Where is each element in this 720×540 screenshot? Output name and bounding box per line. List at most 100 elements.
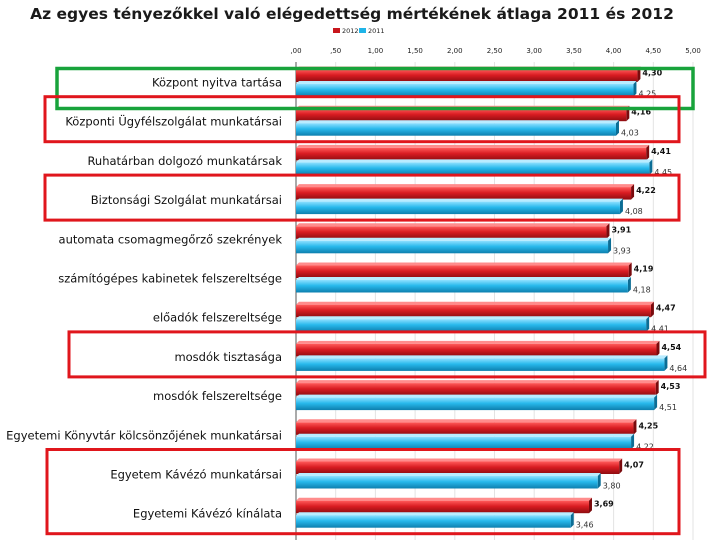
bar-front-face: [296, 500, 589, 514]
bar-front-face: [296, 147, 647, 161]
bar-top-face: [296, 458, 623, 462]
bar-side-face: [655, 380, 659, 396]
bar-front-face: [296, 226, 607, 239]
bar-side-face: [570, 512, 574, 528]
bar-front-face: [296, 358, 665, 371]
data-label-2012: 4,54: [661, 343, 681, 352]
data-label-2012: 4,30: [642, 69, 662, 78]
bar-side-face: [633, 81, 637, 97]
bar-top-face: [296, 473, 601, 476]
x-tick-label: ,00: [290, 47, 301, 55]
red-highlight-box: [45, 448, 681, 536]
bar-2011: [296, 512, 574, 528]
data-label-2011: 4,25: [638, 90, 656, 99]
bar-front-face: [296, 397, 655, 411]
bar-side-face: [646, 316, 650, 332]
bar-2011: [296, 277, 631, 293]
bar-2011: [296, 120, 619, 136]
data-label-2011: 4,64: [669, 364, 687, 373]
data-label-2011: 4,03: [621, 129, 639, 138]
legend-swatch-2012: [333, 28, 340, 33]
category-label: automata csomagmegőrző szekrények: [59, 232, 283, 246]
bar-top-face: [296, 184, 635, 188]
bar-side-face: [615, 120, 619, 136]
category-label: Egyetemi Könyvtár kölcsönzőjének munkatá…: [6, 428, 282, 442]
data-label-2011: 3,80: [603, 482, 621, 491]
chart-title: Az egyes tényezőkkel való elégedettség m…: [30, 5, 674, 23]
bar-front-face: [296, 304, 651, 318]
bar-side-face: [627, 277, 631, 293]
data-label-2011: 4,18: [633, 286, 651, 295]
bar-2011: [296, 473, 601, 489]
bar-front-face: [296, 123, 616, 136]
bars: [296, 66, 668, 528]
data-label-2012: 4,41: [651, 147, 671, 156]
bar-top-face: [296, 237, 612, 241]
data-label-2012: 4,53: [661, 382, 681, 391]
bar-2011: [296, 159, 653, 175]
bar-front-face: [296, 343, 657, 357]
bar-2011: [296, 237, 612, 254]
bar-2011: [296, 198, 623, 215]
x-tick-label: 1,50: [407, 47, 423, 55]
category-label: Egyetemi Kávézó kínálata: [133, 507, 282, 521]
bar-top-face: [296, 316, 650, 320]
bar-top-face: [296, 380, 659, 384]
bar-front-face: [296, 383, 656, 396]
bar-side-face: [619, 458, 623, 474]
bar-top-face: [296, 394, 658, 398]
category-label: Központ nyitva tartása: [152, 76, 282, 90]
data-label-2011: 4,45: [654, 168, 672, 177]
category-label: Ruhatárban dolgozó munkatársak: [87, 154, 282, 168]
x-tick-label: ,50: [330, 47, 341, 55]
bar-front-face: [296, 187, 632, 200]
data-label-2011: 4,51: [659, 403, 677, 412]
bar-front-face: [296, 422, 634, 435]
x-tick-label: 1,00: [368, 47, 384, 55]
bar-2012: [296, 144, 650, 161]
bar-top-face: [296, 198, 623, 202]
bar-2012: [296, 223, 610, 239]
bar-2011: [296, 316, 650, 332]
data-label-2011: 3,46: [576, 521, 594, 530]
bar-side-face: [588, 497, 592, 514]
category-label: Központi Ügyfélszolgálat munkatársai: [65, 113, 282, 129]
bar-side-face: [631, 184, 635, 200]
bar-side-face: [606, 223, 610, 239]
bar-side-face: [619, 198, 623, 215]
bar-2012: [296, 458, 623, 474]
bar-front-face: [296, 162, 650, 175]
data-label-2012: 4,47: [656, 304, 676, 313]
bar-front-face: [296, 436, 632, 450]
bar-2012: [296, 262, 632, 278]
bar-top-face: [296, 433, 635, 437]
category-label: mosdók felszereltsége: [153, 389, 282, 403]
bar-top-face: [296, 340, 660, 344]
data-label-2012: 4,16: [631, 108, 651, 117]
bar-side-face: [646, 144, 650, 161]
bar-front-face: [296, 515, 571, 528]
category-label: Egyetem Kávézó munkatársai: [110, 468, 282, 482]
x-tick-label: 2,50: [487, 47, 503, 55]
bar-2012: [296, 184, 635, 200]
data-label-2011: 4,22: [636, 442, 654, 451]
bar-side-face: [656, 340, 660, 357]
bar-top-face: [296, 262, 632, 266]
data-label-2012: 4,07: [624, 461, 644, 470]
bar-top-face: [296, 497, 592, 501]
highlight-boxes: [43, 66, 707, 536]
bar-side-face: [597, 473, 601, 489]
legend-label-2011: 2011: [368, 27, 385, 35]
green-highlight-box: [55, 66, 695, 111]
bar-2011: [296, 394, 658, 411]
bar-top-face: [296, 223, 610, 227]
x-tick-label: 4,50: [646, 47, 662, 55]
bar-front-face: [296, 84, 634, 97]
red-highlight-box: [43, 173, 681, 222]
category-label: Biztonsági Szolgálat munkatársai: [91, 193, 282, 207]
bar-2012: [296, 419, 637, 435]
bar-side-face: [608, 237, 612, 254]
bar-front-face: [296, 108, 627, 122]
bar-front-face: [296, 319, 647, 332]
data-label-2012: 4,19: [634, 265, 654, 274]
